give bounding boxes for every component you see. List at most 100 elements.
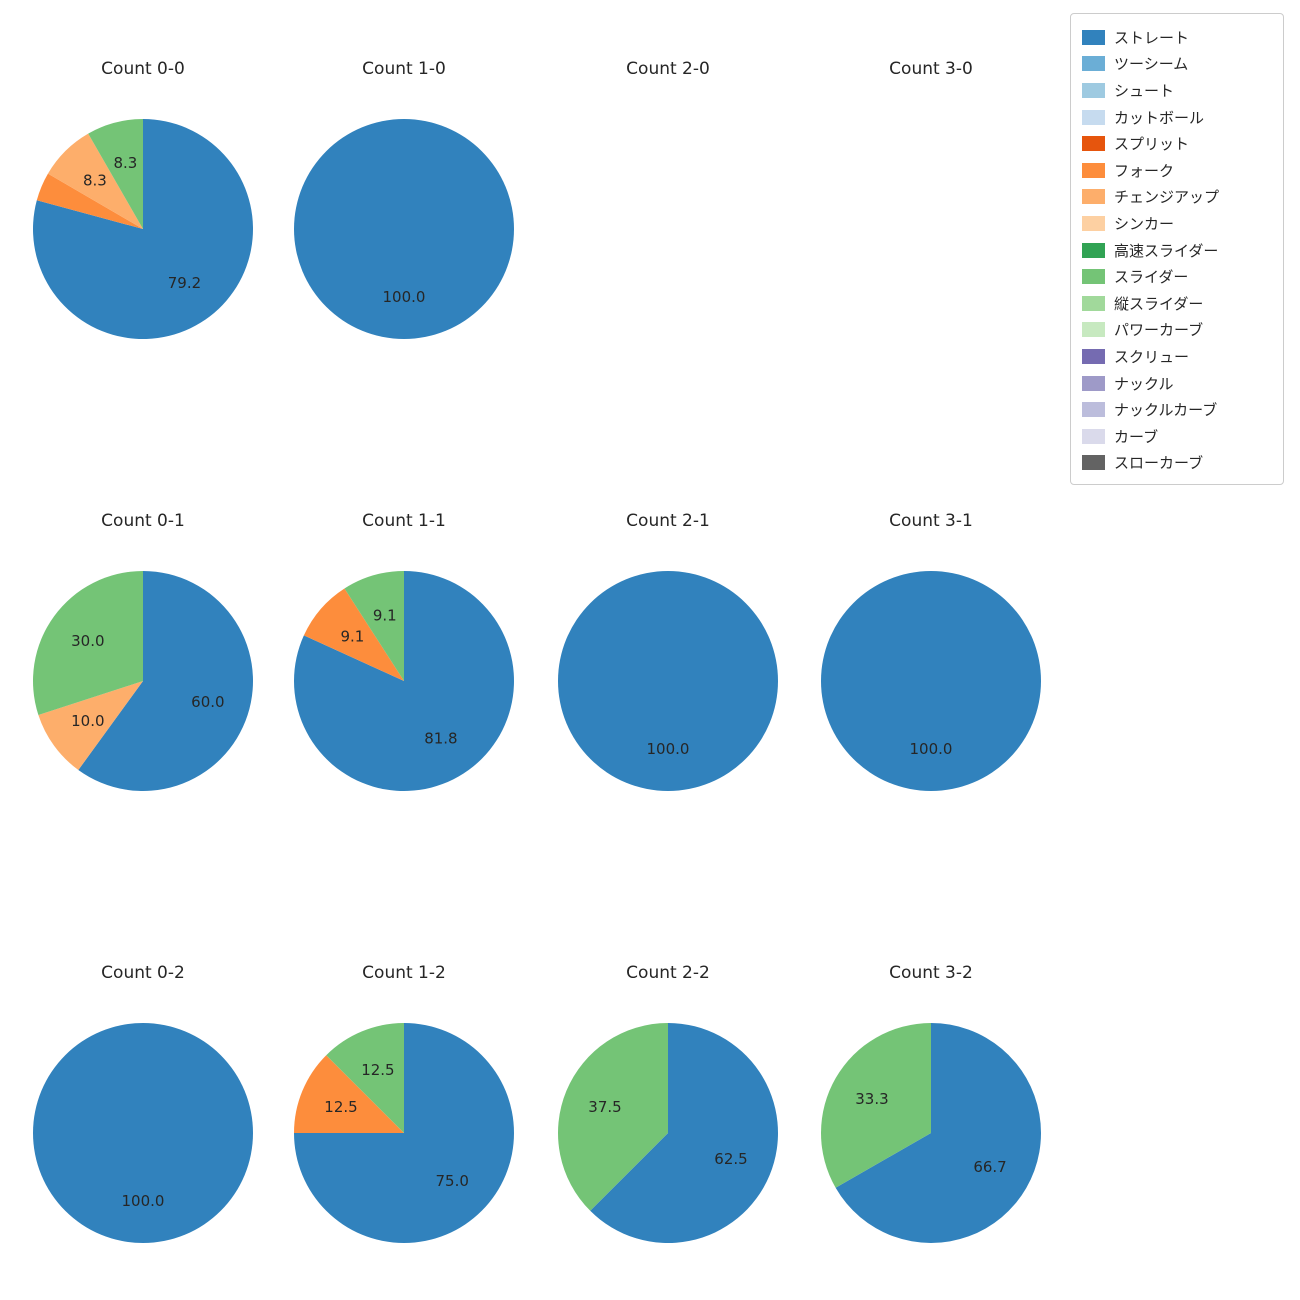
legend-item: ナックルカーブ xyxy=(1082,396,1273,423)
legend-swatch xyxy=(1082,242,1105,258)
pie-slice xyxy=(344,571,404,681)
legend-swatch xyxy=(1082,82,1105,98)
legend-item: スライダー xyxy=(1082,263,1273,290)
pie-slice-label: 60.0 xyxy=(191,693,224,711)
legend-swatch xyxy=(1082,402,1105,418)
pie-slice-label: 9.1 xyxy=(340,627,364,645)
pie-chart-count-3-2: Count 3-2 66.7 33.3 xyxy=(791,961,1071,1245)
legend: ストレートツーシームシュートカットボール スプリットフォークチェンジアップシンカー… xyxy=(1070,13,1284,486)
legend-swatch xyxy=(1082,109,1105,125)
chart-title: Count 2-1 xyxy=(626,511,710,531)
pie-chart-count-1-1: Count 1-1 81.8 9.1 9.1 xyxy=(264,509,544,793)
pie-slice xyxy=(558,571,778,791)
chart-title: Count 3-0 xyxy=(889,59,973,79)
pie-slice-label: 37.5 xyxy=(588,1098,621,1116)
pie-slice-label: 66.7 xyxy=(973,1158,1006,1176)
legend-item: フォーク xyxy=(1082,157,1273,184)
pie-slice xyxy=(294,119,514,339)
chart-title: Count 0-1 xyxy=(101,511,185,531)
legend-label: ナックルカーブ xyxy=(1114,401,1218,420)
pie-slice xyxy=(36,173,143,229)
pie-slice-label: 12.5 xyxy=(324,1098,357,1116)
legend-label: スプリット xyxy=(1114,135,1190,154)
pie-slice xyxy=(293,571,514,791)
pie-svg: 62.5 37.5 xyxy=(558,1023,778,1243)
legend-label: 高速スライダー xyxy=(1114,241,1219,260)
pie-chart-count-2-2: Count 2-2 62.5 37.5 xyxy=(528,961,808,1245)
pie-slice-label: 12.5 xyxy=(361,1061,394,1079)
pie-slice xyxy=(38,681,143,770)
chart-title: Count 2-2 xyxy=(626,963,710,983)
legend-item: シュート xyxy=(1082,77,1273,104)
pie-slice xyxy=(33,1023,253,1243)
legend-item: ナックル xyxy=(1082,370,1273,397)
pie-slice-label: 9.1 xyxy=(373,607,397,625)
legend-swatch xyxy=(1082,56,1105,72)
pie-slice-label: 100.0 xyxy=(647,740,690,758)
legend-swatch xyxy=(1082,189,1105,205)
legend-swatch xyxy=(1082,295,1105,311)
chart-title: Count 1-1 xyxy=(362,511,446,531)
pie-svg: 81.8 9.1 9.1 xyxy=(293,571,514,791)
legend-swatch xyxy=(1082,428,1105,444)
pie-svg: 100.0 xyxy=(33,1023,253,1243)
pie-chart-count-1-2: Count 1-2 75.0 12.5 12.5 xyxy=(264,961,544,1245)
pie-slice xyxy=(88,119,143,229)
legend-item: パワーカーブ xyxy=(1082,317,1273,344)
legend-label: 縦スライダー xyxy=(1114,294,1204,313)
pie-svg: 60.0 10.0 30.0 xyxy=(32,571,254,791)
pie-slice-label: 79.2 xyxy=(168,274,201,292)
pie-svg: 100.0 xyxy=(558,571,778,791)
pie-slice-label: 100.0 xyxy=(122,1192,165,1210)
legend-item: スクリュー xyxy=(1082,343,1273,370)
pie-chart-count-0-2: Count 0-2 100.0 xyxy=(3,961,283,1245)
pie-slice xyxy=(294,1055,404,1133)
pie-svg: 100.0 xyxy=(294,119,514,339)
legend-label: チェンジアップ xyxy=(1114,188,1220,207)
pie-slice-label: 8.3 xyxy=(113,154,137,172)
legend-label: ツーシーム xyxy=(1114,55,1189,74)
pie-slice-label: 8.3 xyxy=(83,172,107,190)
legend-item: ストレート xyxy=(1082,24,1273,51)
pie-slice-label: 100.0 xyxy=(383,288,426,306)
legend-item: チェンジアップ xyxy=(1082,184,1273,211)
pie-slice xyxy=(835,1023,1041,1243)
pie-slice xyxy=(590,1023,778,1243)
pie-slice xyxy=(821,571,1041,791)
legend-swatch xyxy=(1082,375,1105,391)
chart-title: Count 1-2 xyxy=(362,963,446,983)
pie-slice xyxy=(47,133,143,229)
legend-swatch xyxy=(1082,269,1105,285)
legend-label: ナックル xyxy=(1114,374,1174,393)
legend-label: カーブ xyxy=(1114,427,1159,446)
legend-item: シンカー xyxy=(1082,210,1273,237)
pie-slice xyxy=(32,119,254,339)
legend-swatch xyxy=(1082,322,1105,338)
legend-swatch xyxy=(1082,455,1105,471)
chart-title: Count 2-0 xyxy=(626,59,710,79)
pie-chart-count-1-0: Count 1-0 100.0 xyxy=(264,57,544,341)
pie-slice-label: 81.8 xyxy=(424,729,457,747)
chart-title: Count 3-1 xyxy=(889,511,973,531)
pie-svg: 66.7 33.3 xyxy=(821,1023,1041,1243)
legend-label: スクリュー xyxy=(1114,347,1190,366)
pie-chart-count-3-0: Count 3-0 xyxy=(791,57,1071,81)
legend-swatch xyxy=(1082,136,1105,152)
pie-svg: 100.0 xyxy=(821,571,1041,791)
pie-chart-count-0-0: Count 0-0 79.2 8.3 8.3 xyxy=(3,57,283,341)
pie-slice xyxy=(32,571,143,715)
pie-chart-count-3-1: Count 3-1 100.0 xyxy=(791,509,1071,793)
pie-slice xyxy=(303,588,404,681)
legend-label: カットボール xyxy=(1114,108,1205,127)
legend-list: ストレートツーシームシュートカットボール スプリットフォークチェンジアップシンカー… xyxy=(1082,24,1273,476)
pie-chart-count-2-0: Count 2-0 xyxy=(528,57,808,81)
pie-svg: 79.2 8.3 8.3 xyxy=(32,119,254,339)
pie-slice-label: 62.5 xyxy=(714,1150,747,1168)
legend-item: 高速スライダー xyxy=(1082,237,1273,264)
legend-swatch xyxy=(1082,348,1105,364)
pie-slice-label: 33.3 xyxy=(855,1090,888,1108)
legend-swatch xyxy=(1082,215,1105,231)
pie-chart-count-0-1: Count 0-1 60.0 10.0 30.0 xyxy=(3,509,283,793)
pie-slice xyxy=(78,571,254,791)
